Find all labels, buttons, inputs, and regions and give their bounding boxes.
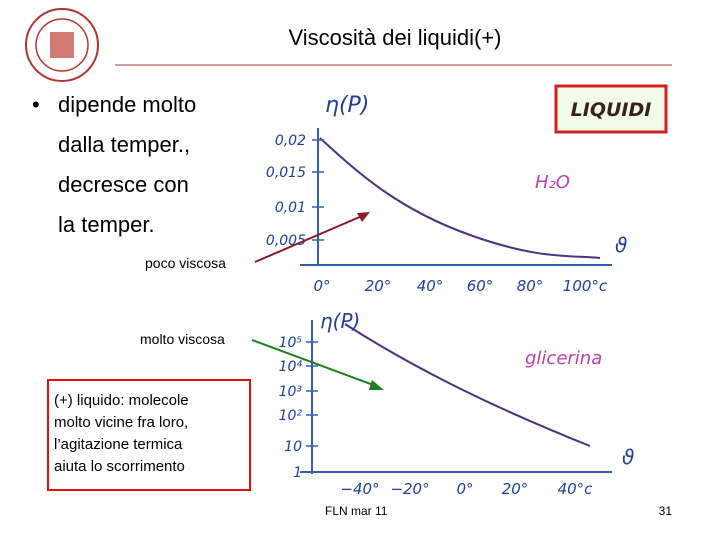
- label-low: poco viscosa: [145, 255, 226, 271]
- y-tick-label: 10³: [279, 384, 303, 400]
- note-text: (+) liquido: molecole molto vicine fra lo…: [54, 392, 189, 475]
- bullet-line: decresce con: [58, 172, 189, 197]
- x-tick-label: 100°c: [563, 277, 608, 295]
- bullet-line: dipende molto: [58, 92, 196, 117]
- x-tick-label: 60°: [467, 277, 494, 295]
- y-tick-label: 10: [284, 439, 302, 455]
- x-tick-label: −40°: [340, 480, 379, 498]
- note-line: aiuta lo scorrimento: [54, 458, 185, 475]
- y-tick-label: 0,015: [266, 165, 306, 181]
- y-tick-label: 0,005: [266, 233, 306, 249]
- y-label: η(P): [325, 93, 369, 118]
- y-tick-label: 10²: [279, 408, 303, 424]
- graph-glycerin: η(P) glicerina ϑ 10⁵ 10⁴ 10³ 10² 10 1 −40° −20…: [279, 309, 635, 498]
- x-ticks: −40° −20° 0° 20° 40°c: [340, 480, 593, 498]
- x-tick-label: 40°c: [558, 480, 594, 498]
- x-tick-label: 40°: [417, 277, 444, 295]
- label-high: molto viscosa: [140, 331, 225, 347]
- x-tick-label: 0°: [456, 480, 473, 498]
- curve: [344, 323, 591, 447]
- y-tick-label: 10⁴: [279, 359, 303, 375]
- logo: [25, 8, 99, 82]
- curve-label: glicerina: [525, 348, 602, 369]
- x-tick-label: 20°: [365, 277, 392, 295]
- badge: [554, 84, 668, 134]
- y-tick-label: 0,01: [275, 200, 306, 216]
- x-tick-label: −20°: [390, 480, 429, 498]
- y-ticks: 10⁵ 10⁴ 10³ 10² 10 1: [279, 335, 318, 481]
- y-tick-label: 1: [293, 465, 302, 481]
- bullet-line: dalla temper.,: [58, 132, 190, 157]
- curve: [319, 137, 601, 259]
- x-tick-label: 20°: [502, 480, 529, 498]
- page-number: 31: [659, 504, 673, 518]
- note-line: (+) liquido: molecole: [54, 392, 189, 409]
- arrow-head: [357, 212, 370, 222]
- note-box: [47, 379, 251, 491]
- bullet-text: dipende molto dalla temper., decresce con l…: [58, 92, 196, 237]
- y-label: η(P): [320, 309, 360, 333]
- badge-text: LIQUIDI: [571, 99, 652, 121]
- title: Viscosità dei liquidi(+): [289, 25, 502, 50]
- bullet-dot: •: [32, 92, 40, 117]
- note-line: molto vicine fra loro,: [54, 414, 188, 431]
- footer-left: FLN mar 11: [325, 504, 388, 518]
- curve-label: H₂O: [535, 172, 570, 193]
- y-tick-label: 10⁵: [279, 335, 303, 351]
- note-line: l’agitazione termica: [54, 436, 183, 453]
- arrow-high: [251, 339, 377, 387]
- arrow-low: [254, 215, 363, 263]
- x-ticks: 0° 20° 40° 60° 80° 100°c: [313, 277, 607, 295]
- bullet-line: la temper.: [58, 212, 155, 237]
- arrow-head: [369, 380, 384, 390]
- x-tick-label: 80°: [517, 277, 544, 295]
- y-tick-label: 0,02: [275, 133, 306, 149]
- x-label: ϑ: [615, 233, 627, 257]
- graph-water: LIQUIDI η(P) H₂O ϑ 0,02 0,015 0,01 0,005 0°…: [266, 84, 668, 295]
- x-tick-label: 0°: [313, 277, 330, 295]
- x-label: ϑ: [622, 445, 634, 469]
